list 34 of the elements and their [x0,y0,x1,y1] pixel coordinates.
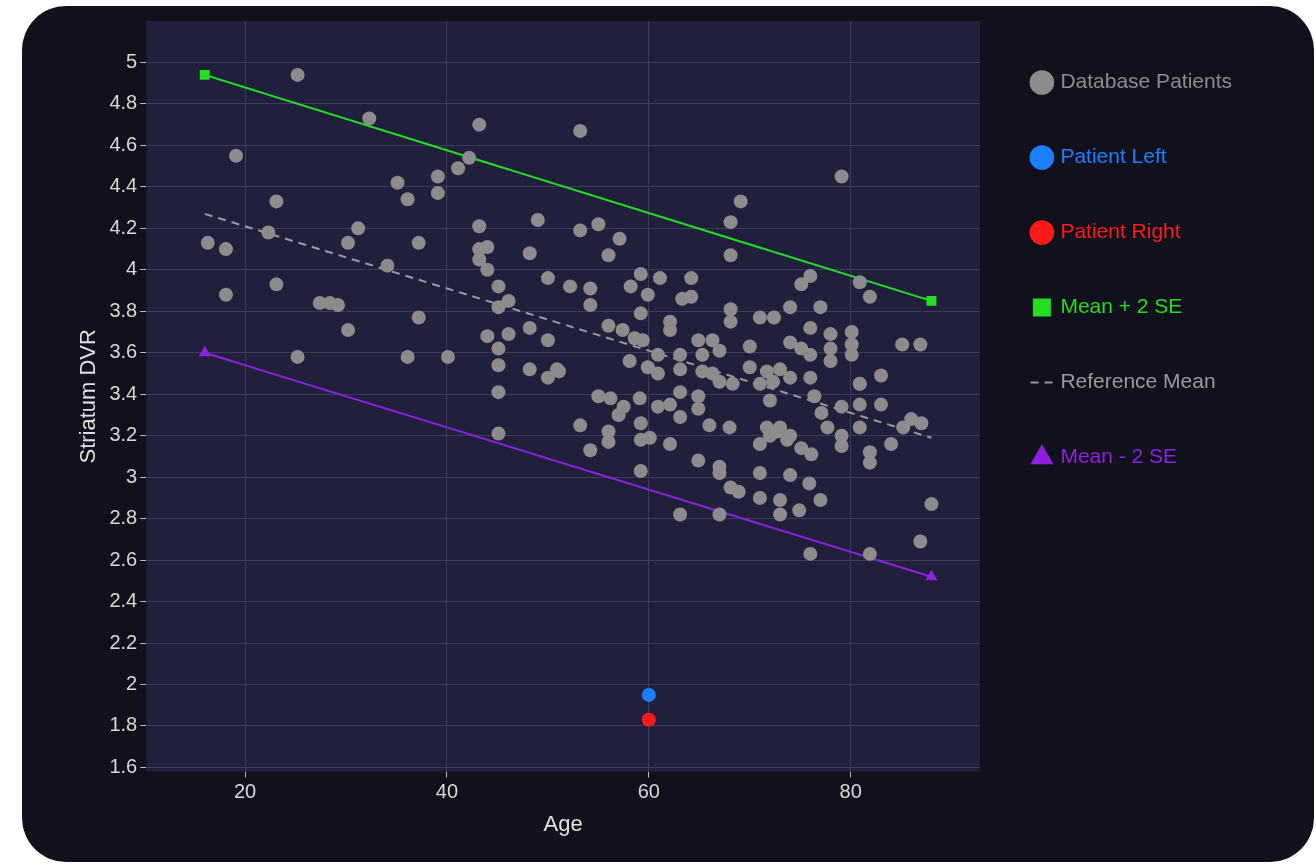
y-tick-label: 4.4 [109,174,138,197]
y-tick-label: 1.8 [109,713,138,736]
y-tick-label: 2.8 [109,506,138,529]
x-axis-title: Age [543,810,583,836]
legend-label: Database Patients [1060,69,1232,93]
y-tick-label: 3.8 [109,298,138,321]
point [641,712,656,727]
y-tick-label: 2.6 [109,547,138,570]
legend-label: Mean - 2 SE [1060,444,1178,468]
y-tick-label: 5 [126,49,138,72]
y-tick-label: 4 [126,257,138,280]
y-tick-label: 4.6 [109,132,138,155]
y-tick-label: 2.2 [109,630,138,653]
y-tick-label: 2 [126,672,138,695]
y-tick-label: 3 [126,464,138,487]
point [199,69,210,80]
x-tick-label: 60 [637,780,660,803]
x-tick-label: 80 [839,780,862,803]
point [926,295,937,306]
y-tick-label: 4.8 [109,91,138,114]
legend-label: Reference Mean [1060,369,1216,393]
point [641,687,656,702]
x-tick-label: 20 [233,780,257,803]
y-tick-label: 3.4 [109,381,138,404]
y-tick-label: 3.6 [109,340,138,363]
y-tick-label: 4.2 [109,215,138,238]
y-tick-label: 3.2 [109,423,138,446]
x-tick-label: 40 [435,780,459,803]
y-tick-label: 1.6 [109,754,138,777]
legend-label: Mean + 2 SE [1060,294,1183,318]
y-axis-title: Striatum DVR [75,329,101,464]
y-tick-label: 2.4 [109,589,138,612]
legend-label: Patient Right [1060,219,1181,243]
legend-label: Patient Left [1060,144,1167,168]
